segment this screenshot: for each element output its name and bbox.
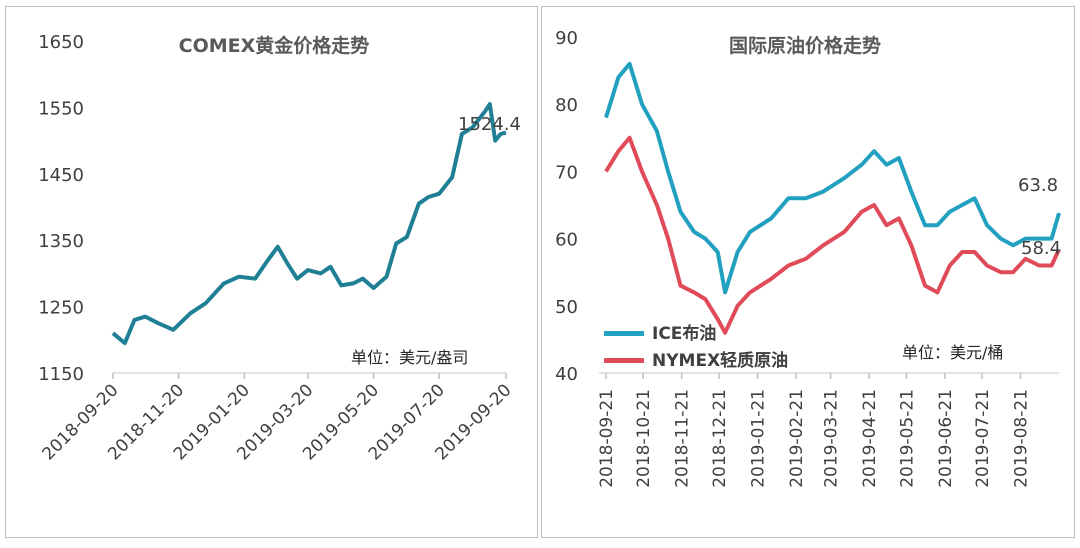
x-tick-label: 2018-12-21	[710, 389, 730, 488]
y-tick-label: 80	[555, 95, 578, 116]
y-tick-label: 1450	[38, 165, 84, 186]
x-tick-label: 2019-07-21	[973, 389, 993, 488]
end-value-label-nymex: 58.4	[1021, 238, 1061, 259]
x-tick-label: 2019-04-21	[860, 389, 880, 488]
x-tick-label: 2019-05-21	[897, 389, 917, 488]
x-tick-label: 2019-06-21	[936, 389, 956, 488]
series-line-ice	[604, 61, 1061, 295]
y-tick-label: 1550	[38, 98, 84, 119]
legend-swatch-ice	[604, 331, 644, 336]
oil-chart: 国际原油价格走势 90 80 70 60 50 40 2018-09-21 2018-10-…	[555, 28, 1061, 488]
y-tick-label: 60	[555, 230, 578, 251]
chart-title: COMEX黄金价格走势	[179, 34, 370, 57]
series-line-nymex	[604, 135, 1061, 335]
unit-label: 单位：美元/桶	[902, 343, 1003, 362]
legend: ICE布油 NYMEX轻质原油	[604, 323, 788, 371]
y-tick-label: 1150	[38, 364, 84, 385]
chart-title: 国际原油价格走势	[729, 34, 881, 57]
end-value-label: 1524.4	[458, 114, 521, 135]
x-tick-label: 2019-08-21	[1012, 389, 1032, 488]
legend-label-ice: ICE布油	[652, 323, 716, 344]
y-tick-label: 1350	[38, 231, 84, 252]
legend-label-nymex: NYMEX轻质原油	[652, 350, 788, 371]
series-line-gold	[111, 102, 507, 346]
y-tick-label: 50	[555, 297, 578, 318]
oil-chart-panel: 国际原油价格走势 90 80 70 60 50 40 2018-09-21 2018-10-…	[541, 6, 1075, 538]
y-tick-label: 1650	[38, 32, 84, 53]
end-value-label-ice: 63.8	[1018, 175, 1058, 196]
x-tick-label: 2018-09-21	[597, 389, 617, 488]
x-tick-label: 2019-03-21	[822, 389, 842, 488]
y-tick-label: 90	[555, 28, 578, 49]
y-tick-label: 1250	[38, 298, 84, 319]
y-tick-label: 40	[555, 364, 578, 385]
legend-swatch-nymex	[604, 358, 644, 363]
y-tick-label: 70	[555, 162, 578, 183]
x-tick-label: 2018-11-21	[673, 389, 693, 488]
unit-label: 单位：美元/盎司	[351, 348, 468, 367]
x-tick-label: 2019-01-21	[748, 389, 768, 488]
x-tick-label: 2019-02-21	[787, 389, 807, 488]
gold-chart-panel: COMEX黄金价格走势 1650 1550 1450 1350 1250 1150 201…	[5, 6, 538, 538]
x-tick-label: 2018-10-21	[634, 389, 654, 488]
